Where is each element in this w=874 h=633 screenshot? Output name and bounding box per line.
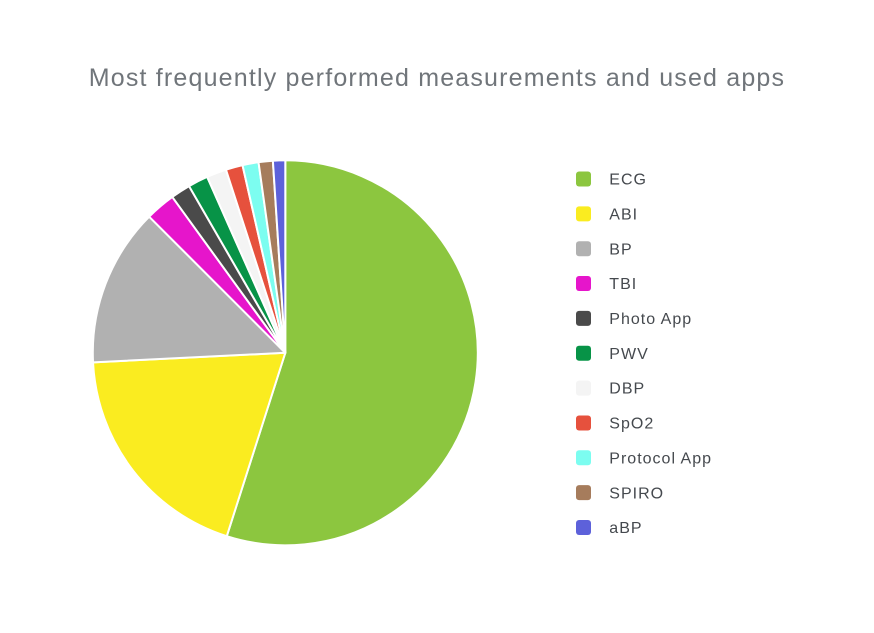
svg-text:Protocol App: Protocol App (609, 450, 712, 467)
svg-text:BP: BP (609, 241, 632, 258)
svg-text:SPIRO: SPIRO (609, 485, 664, 502)
svg-text:TBI: TBI (609, 276, 637, 293)
svg-text:SpO2: SpO2 (609, 416, 654, 433)
svg-text:PWV: PWV (609, 346, 648, 363)
svg-text:ABI: ABI (609, 206, 638, 223)
svg-text:DBP: DBP (609, 381, 645, 398)
svg-text:aBP: aBP (609, 520, 642, 537)
svg-text:Most frequently performed meas: Most frequently performed measurements a… (89, 64, 785, 92)
svg-text:ECG: ECG (609, 172, 647, 189)
svg-text:Photo App: Photo App (609, 311, 692, 328)
